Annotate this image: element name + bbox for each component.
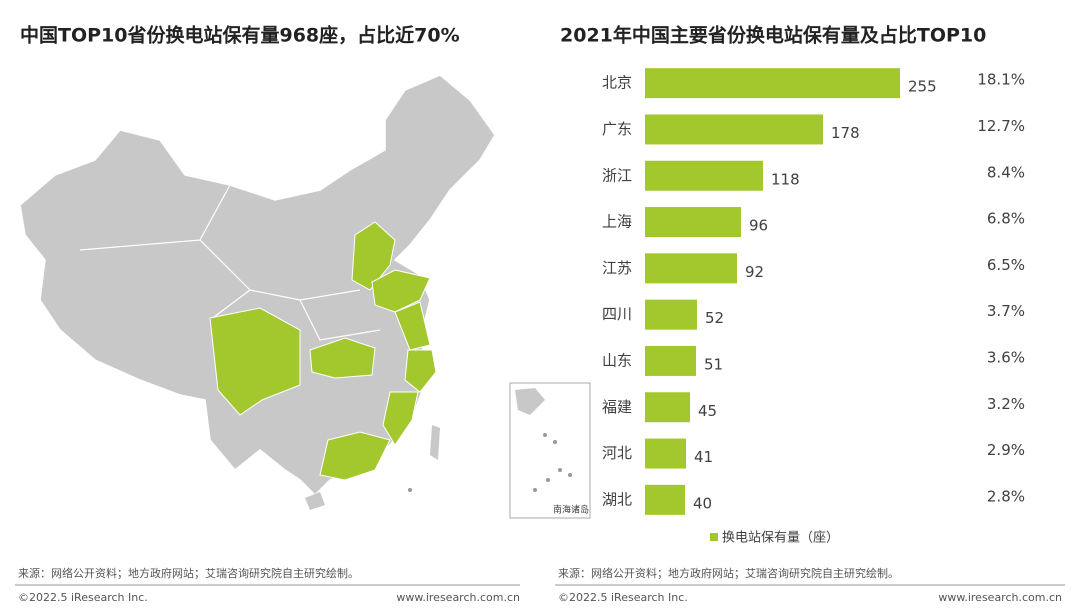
category-label: 河北 bbox=[602, 444, 632, 462]
category-label: 福建 bbox=[602, 398, 632, 416]
bar bbox=[645, 484, 685, 515]
bar bbox=[645, 299, 697, 330]
map-inset-label: 南海诸岛 bbox=[553, 504, 589, 516]
value-label: 40 bbox=[693, 494, 712, 512]
category-label: 江苏 bbox=[602, 259, 632, 277]
source: 来源：网络公开资料；地方政府网站；艾瑞咨询研究院自主研究绘制。 bbox=[18, 566, 359, 580]
chart-title: 2021年中国主要省份换电站保有量及占比TOP10 bbox=[560, 24, 986, 47]
value-label: 96 bbox=[749, 217, 768, 235]
share-label: 8.4% bbox=[987, 163, 1025, 181]
bar bbox=[645, 207, 741, 238]
value-label: 255 bbox=[908, 78, 937, 96]
value-label: 45 bbox=[698, 402, 717, 420]
value-label: 92 bbox=[745, 263, 764, 281]
share-label: 18.1% bbox=[977, 71, 1025, 89]
share-label: 6.8% bbox=[987, 210, 1025, 228]
category-label: 湖北 bbox=[602, 490, 632, 508]
share-label: 2.9% bbox=[987, 441, 1025, 459]
category-label: 浙江 bbox=[602, 166, 632, 184]
bar bbox=[645, 68, 900, 99]
value-label: 51 bbox=[704, 355, 723, 373]
value-label: 178 bbox=[831, 124, 860, 142]
category-label: 四川 bbox=[602, 305, 632, 323]
copyright: ©2022.5 iResearch Inc. bbox=[18, 591, 148, 604]
website: www.iresearch.com.cn bbox=[938, 591, 1062, 604]
bar bbox=[645, 160, 763, 191]
legend-swatch bbox=[710, 533, 718, 541]
value-label: 41 bbox=[694, 448, 713, 466]
category-label: 北京 bbox=[602, 74, 632, 92]
bar bbox=[645, 438, 686, 469]
share-label: 3.2% bbox=[987, 395, 1025, 413]
bar bbox=[645, 345, 696, 376]
share-label: 3.7% bbox=[987, 302, 1025, 320]
value-label: 52 bbox=[705, 309, 724, 327]
website: www.iresearch.com.cn bbox=[396, 591, 520, 604]
bar bbox=[645, 253, 737, 284]
source: 来源：网络公开资料；地方政府网站；艾瑞咨询研究院自主研究绘制。 bbox=[558, 566, 899, 580]
china-map bbox=[19, 74, 591, 519]
share-label: 2.8% bbox=[987, 487, 1025, 505]
category-label: 广东 bbox=[602, 120, 632, 138]
value-label: 118 bbox=[771, 170, 800, 188]
legend-label: 换电站保有量（座） bbox=[722, 531, 839, 546]
share-label: 6.5% bbox=[987, 256, 1025, 274]
category-label: 上海 bbox=[602, 213, 632, 231]
share-label: 12.7% bbox=[977, 117, 1025, 135]
copyright: ©2022.5 iResearch Inc. bbox=[558, 591, 688, 604]
category-label: 山东 bbox=[602, 351, 632, 369]
share-label: 3.6% bbox=[987, 348, 1025, 366]
map-title: 中国TOP10省份换电站保有量968座，占比近70% bbox=[20, 24, 460, 47]
bar bbox=[645, 392, 690, 423]
bar bbox=[645, 114, 823, 145]
